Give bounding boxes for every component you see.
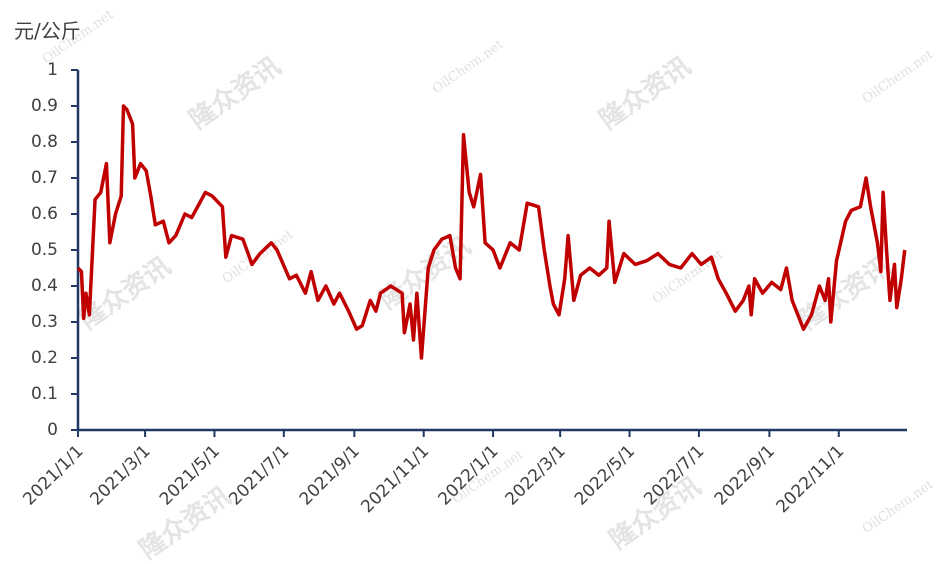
y-axis-label: 元/公斤 [14,19,81,43]
y-tick-label: 0 [47,420,58,440]
watermark: OilChem.net [430,37,507,97]
watermark: OilChem.net [860,477,937,537]
watermark: 隆众资讯 [184,51,286,135]
x-tick-label: 2021/11/1 [357,441,433,517]
series-line [76,104,907,360]
y-tick-label: 0.5 [31,240,58,260]
x-tick-label: 2022/5/1 [571,441,639,509]
x-tick-label: 2021/1/1 [19,441,87,509]
y-tick-label: 0.2 [31,348,58,368]
y-tick-label: 0.4 [31,276,58,296]
x-tick-label: 2022/9/1 [711,441,779,509]
y-tick-label: 0.6 [31,204,58,224]
watermark: OilChem.net [860,47,937,107]
y-tick-label: 0.9 [31,96,58,116]
y-tick-label: 0.3 [31,312,58,332]
x-tick-label: 2021/9/1 [296,441,364,509]
y-tick-label: 0.8 [31,132,58,152]
y-tick-label: 0.7 [31,168,58,188]
x-tick-label: 2022/11/1 [773,441,849,517]
y-tick-label: 1 [47,60,58,80]
y-tick-label: 0.1 [31,384,58,404]
watermark: 隆众资讯 [594,51,696,135]
x-tick-label: 2021/3/1 [86,441,154,509]
x-tick-label: 2021/7/1 [225,441,293,509]
